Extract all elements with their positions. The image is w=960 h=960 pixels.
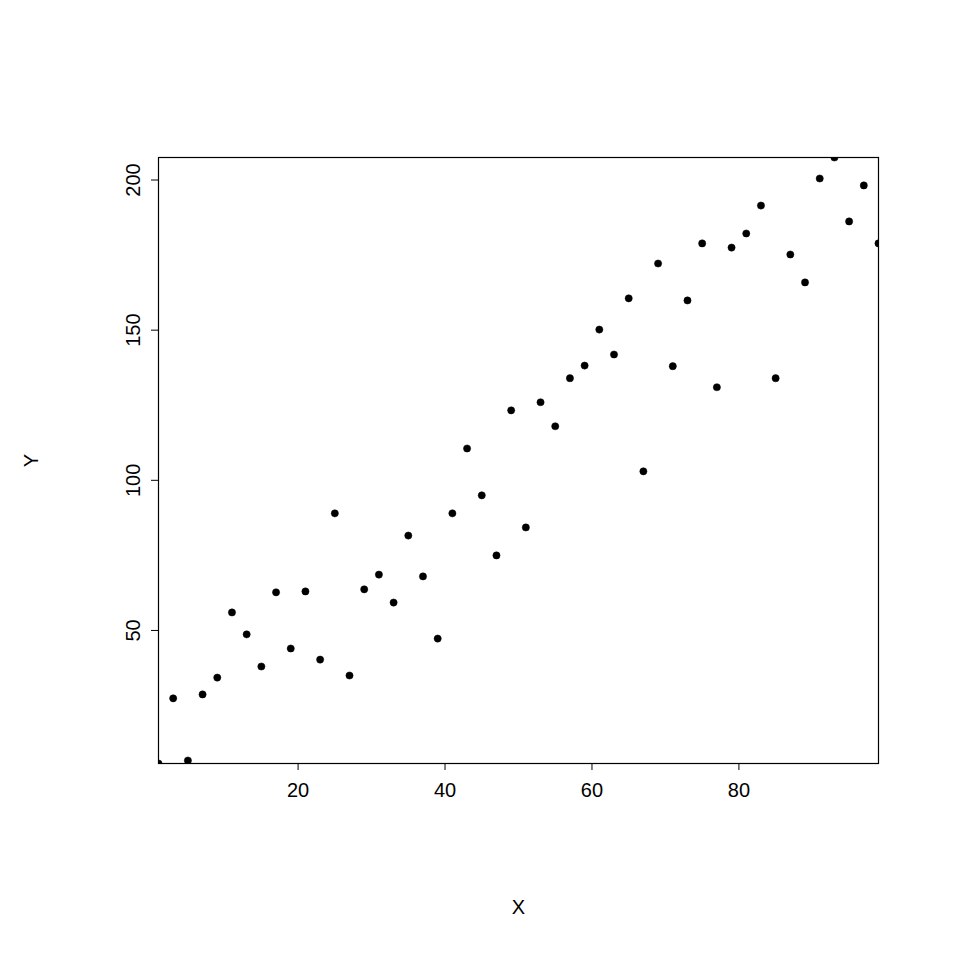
svg-text:40: 40 xyxy=(434,779,456,801)
svg-text:20: 20 xyxy=(287,779,309,801)
svg-text:60: 60 xyxy=(581,779,603,801)
svg-text:100: 100 xyxy=(122,464,144,497)
svg-text:200: 200 xyxy=(122,163,144,196)
svg-text:Y: Y xyxy=(20,454,42,467)
svg-text:150: 150 xyxy=(122,313,144,346)
svg-text:X: X xyxy=(512,896,525,918)
svg-text:80: 80 xyxy=(728,779,750,801)
svg-text:50: 50 xyxy=(122,619,144,641)
